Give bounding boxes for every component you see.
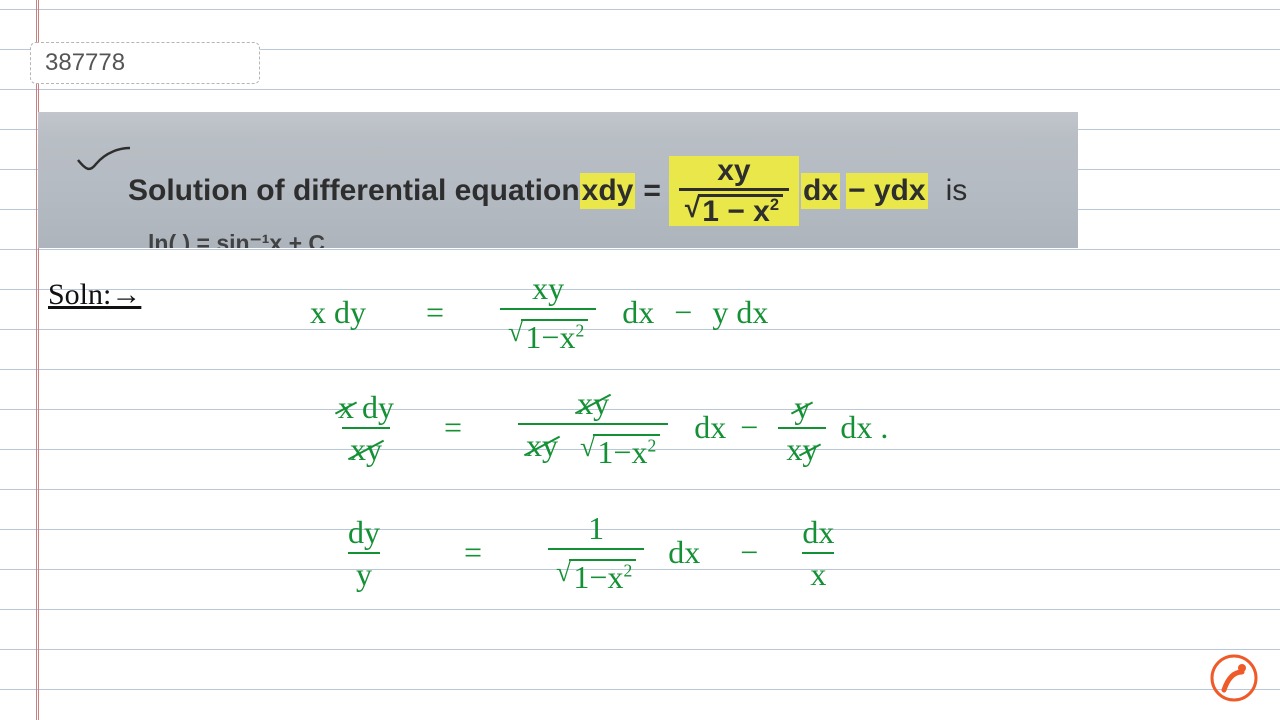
sqrt-inner: 1−x [573, 559, 623, 595]
sqrt: √ 1−x2 [556, 559, 636, 593]
checkmark-icon [76, 146, 132, 174]
q-fraction: xy √ 1 − x2 [679, 156, 789, 227]
q-frac-den: √ 1 − x2 [679, 188, 789, 227]
cancel-xy: xy [350, 433, 382, 465]
s2-mid-num: xy [569, 387, 617, 423]
s3-minus: − [740, 534, 758, 571]
step-3: dy y = 1 √ 1−x2 dx − dx x [310, 512, 888, 593]
cancel-y: y [802, 433, 818, 465]
cancel-y: y [794, 391, 810, 423]
sqrt: √ 1−x2 [508, 319, 588, 353]
equals: = [426, 294, 444, 331]
question-strip: Solution of differential equation xdy = … [38, 112, 1078, 248]
s3-lhs-frac: dy y [340, 516, 388, 590]
cancel-xy: xy [526, 429, 558, 461]
question-text: Solution of differential equation xdy = … [128, 156, 967, 226]
sqrt-exp: 2 [575, 320, 584, 340]
cancel-x: x [338, 391, 354, 423]
s3-r-den: x [802, 552, 834, 590]
sqrt-exp: 2 [647, 435, 656, 455]
solution-work: x dy = xy √ 1−x2 dx − y dx x dy [310, 272, 888, 627]
s2-r-frac: y xy [778, 391, 826, 465]
question-prefix: Solution of differential equation [128, 174, 580, 208]
sqrt-inner: 1−x [525, 319, 575, 355]
s3-mid-frac: 1 √ 1−x2 [548, 512, 644, 593]
id-label: 387778 [30, 42, 260, 84]
q-minus-ydx: − ydx [848, 174, 926, 208]
s1-lhs: x dy [310, 294, 366, 331]
s1-dx: dx [622, 294, 654, 331]
s3-mid-num: 1 [580, 512, 612, 548]
s1-den: √ 1−x2 [500, 308, 596, 353]
s3-lhs-num: dy [340, 516, 388, 552]
q-dx: dx [803, 174, 838, 208]
q-frac-num: xy [711, 156, 756, 188]
highlight-dx: dx [801, 173, 840, 209]
s2-mid-den: xy √ 1−x2 [518, 423, 668, 468]
step-2: x dy xy = xy xy √ 1−x2 [310, 387, 888, 468]
s2-r-num: y [786, 391, 818, 427]
sqrt-exp: 2 [623, 560, 632, 580]
sqrt-body: 1 − x2 [698, 194, 783, 227]
sqrt: √ 1−x2 [580, 434, 660, 468]
brand-logo-icon [1210, 654, 1258, 702]
highlight-ydx: − ydx [846, 173, 928, 209]
equals: = [444, 409, 462, 446]
step-1: x dy = xy √ 1−x2 dx − y dx [310, 272, 888, 353]
s2-lhs-num: x dy [330, 391, 402, 427]
q-trail: is [946, 174, 968, 208]
s1-ydx: y dx [712, 294, 768, 331]
sqrt-exp: 2 [770, 196, 779, 214]
id-text: 387778 [45, 49, 125, 77]
s1-minus: − [674, 294, 692, 331]
cancel-xy: xy [577, 387, 609, 419]
s1-num: xy [524, 272, 572, 308]
equals: = [643, 174, 661, 208]
s3-r-num: dx [794, 516, 842, 552]
s1-fraction: xy √ 1−x2 [500, 272, 596, 353]
margin-line [36, 0, 37, 720]
highlight-lhs: xdy [580, 173, 636, 209]
sqrt-inner: 1−x [597, 434, 647, 470]
highlight-frac: xy √ 1 − x2 [669, 156, 799, 226]
sqrt-body: 1−x2 [521, 319, 588, 353]
s3-lhs-den: y [348, 552, 380, 590]
s2-r-den: xy [778, 427, 826, 465]
s3-r-frac: dx x [794, 516, 842, 590]
s3-dx: dx [668, 534, 700, 571]
s2-dx2: dx . [840, 409, 888, 446]
s3-mid-den: √ 1−x2 [548, 548, 644, 593]
sqrt: √ 1 − x2 [685, 194, 783, 227]
question-subline: ln( ) = sin⁻¹x + C [148, 230, 325, 248]
s2-lhs-frac: x dy xy [330, 391, 402, 465]
margin-line [38, 0, 39, 720]
sqrt-body: 1−x2 [593, 434, 660, 468]
solution-label: Soln:→ [48, 278, 141, 312]
s2-mid-frac: xy xy √ 1−x2 [518, 387, 668, 468]
q-lhs: xdy [582, 174, 634, 208]
s2-lhs-den: xy [342, 427, 390, 465]
s2-minus: − [740, 409, 758, 446]
sqrt-body: 1−x2 [569, 559, 636, 593]
s2-dx: dx [694, 409, 726, 446]
sqrt-inner: 1 − x [702, 195, 770, 228]
equals: = [464, 534, 482, 571]
